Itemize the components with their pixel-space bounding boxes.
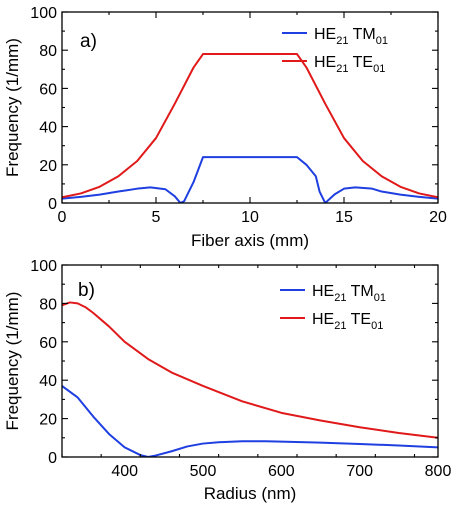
legend-entry: HE21 TM01	[314, 26, 388, 47]
y-axis-label: Frequency (1/mm)	[3, 38, 22, 177]
y-tick-label: 60	[39, 335, 57, 352]
legend-text-part: TE	[346, 311, 371, 328]
y-tick-label: 40	[39, 373, 57, 390]
x-axis-label: Fiber axis (mm)	[191, 231, 309, 250]
legend-entry: HE21 TM01	[312, 283, 386, 304]
y-axis-label: Frequency (1/mm)	[3, 292, 22, 431]
y-tick-label: 80	[39, 43, 57, 60]
x-tick-label: 500	[190, 463, 217, 480]
legend-entry: HE21 TE01	[312, 311, 383, 332]
x-tick-label: 0	[58, 209, 67, 226]
y-tick-label: 80	[39, 296, 57, 313]
legend-subscript: 01	[374, 292, 386, 304]
panel-label: b)	[78, 280, 95, 301]
x-tick-label: 10	[241, 209, 259, 226]
y-tick-label: 100	[30, 258, 57, 275]
legend-subscript: 21	[336, 63, 348, 75]
y-tick-label: 100	[30, 5, 57, 22]
y-tick-label: 40	[39, 120, 57, 137]
legend-text-part: TE	[348, 54, 373, 71]
y-tick-label: 0	[48, 450, 57, 467]
y-tick-label: 20	[39, 158, 57, 175]
legend-subscript: 01	[376, 35, 388, 47]
legend-entry: HE21 TE01	[314, 54, 385, 75]
x-axis-label: Radius (nm)	[204, 484, 297, 503]
legend-text-part: HE	[314, 26, 336, 43]
chart-panel-2: 400 500 600 700 800 0 20 40 60 80 100 Radius (nm) Fr…	[3, 258, 451, 503]
x-tick-label: 20	[429, 209, 447, 226]
series-line-tm	[62, 156, 438, 203]
series-line-te	[62, 53, 438, 199]
x-tick-label: 800	[425, 463, 452, 480]
y-tick-label: 0	[48, 196, 57, 213]
legend-subscript: 21	[334, 292, 346, 304]
legend-text-part: TM	[348, 26, 375, 43]
x-tick-label: 700	[346, 463, 373, 480]
legend-text-part: HE	[314, 54, 336, 71]
series-line-te	[62, 301, 438, 439]
legend-text-part: HE	[312, 283, 334, 300]
legend-text-part: TM	[346, 283, 373, 300]
series-line-tm	[62, 385, 438, 457]
y-tick-label: 20	[39, 412, 57, 429]
chart-panel-1: 0 5 10 15 20 0 20 40 60 80 100 Fiber axis (mm) Frequ…	[3, 5, 447, 250]
x-tick-label: 5	[152, 209, 161, 226]
y-tick-label: 60	[39, 81, 57, 98]
x-tick-label: 600	[268, 463, 295, 480]
legend-subscript: 21	[336, 35, 348, 47]
legend-subscript: 01	[371, 320, 383, 332]
legend-subscript: 01	[373, 63, 385, 75]
x-tick-label: 400	[111, 463, 138, 480]
x-tick-label: 15	[335, 209, 353, 226]
legend-subscript: 21	[334, 320, 346, 332]
panel-label: a)	[80, 31, 97, 52]
legend-text-part: HE	[312, 311, 334, 328]
